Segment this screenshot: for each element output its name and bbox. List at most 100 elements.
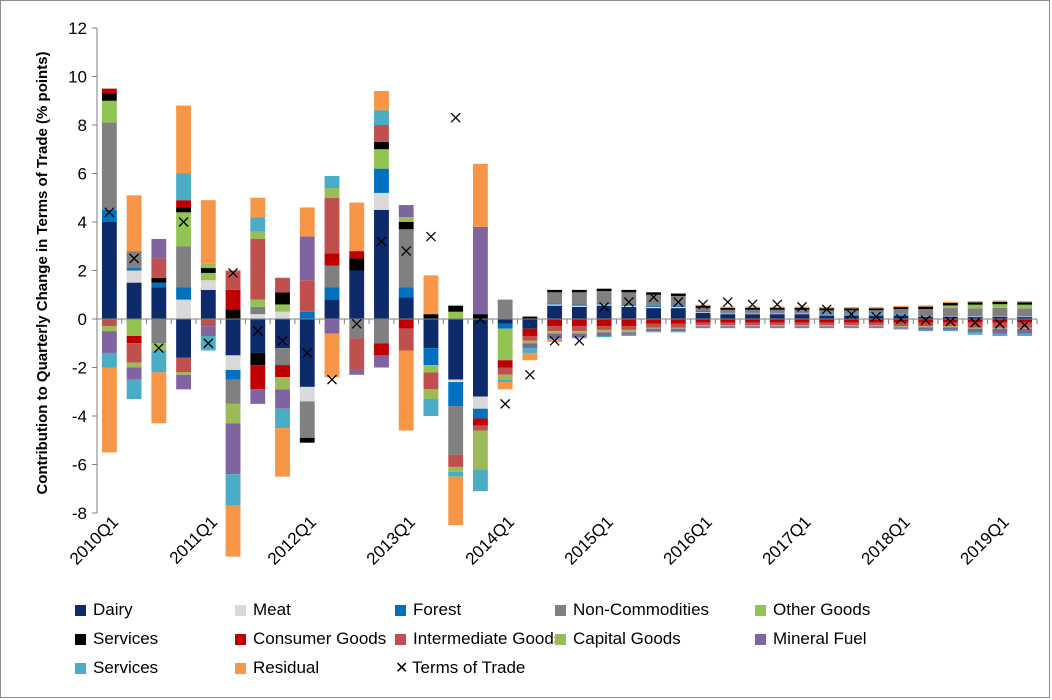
bar-segment — [126, 335, 142, 344]
legend-swatch — [555, 604, 566, 616]
bar-segment — [794, 307, 810, 310]
bar-segment — [596, 319, 612, 327]
bar-segment — [423, 275, 439, 315]
bar-segment — [448, 406, 464, 455]
legend-item: Forest — [395, 599, 461, 621]
bar-segment — [200, 289, 216, 319]
legend-item: Services — [75, 657, 158, 679]
bar-segment — [126, 270, 142, 283]
bar-segment — [522, 340, 538, 344]
bar-segment — [745, 313, 760, 315]
bar-segment — [868, 308, 884, 311]
bar-segment — [918, 315, 934, 316]
bar-segment — [200, 200, 216, 264]
bar-segment — [225, 355, 241, 370]
bar-segment — [522, 316, 538, 319]
bar-segment — [918, 316, 934, 319]
bar-segment — [225, 369, 241, 380]
bar-segment — [398, 319, 414, 329]
bar-segment — [1017, 327, 1033, 329]
x-tick-label: 2018Q1 — [858, 512, 914, 568]
bar-segment — [670, 328, 686, 332]
bar-segment — [126, 268, 142, 271]
bar-segment — [893, 309, 909, 314]
bar-segment — [299, 437, 315, 443]
bar-segment — [794, 325, 810, 327]
bar-segment — [176, 207, 191, 213]
legend-swatch — [755, 604, 766, 616]
bar-segment — [621, 292, 637, 305]
bar-segment — [473, 469, 488, 492]
terms-of-trade-marker — [351, 318, 362, 329]
bar-segment — [101, 209, 117, 222]
bar-segment — [250, 197, 266, 218]
bar-segment — [225, 289, 241, 310]
bar-segment — [844, 307, 859, 309]
bar-segment — [176, 357, 191, 373]
bar-segment — [670, 323, 686, 328]
bar-segment — [646, 328, 661, 332]
terms-of-trade-marker — [252, 326, 263, 337]
legend-label: Intermediate Goods — [413, 629, 563, 648]
bar-segment — [868, 322, 884, 326]
legend-swatch — [235, 633, 246, 645]
bar-segment — [621, 304, 637, 306]
bar-segment — [299, 236, 315, 281]
bar-segment — [176, 105, 191, 174]
bar-segment — [918, 329, 934, 332]
bar-segment — [275, 277, 290, 293]
bar-segment — [497, 299, 513, 319]
bar-segment — [893, 315, 909, 319]
bar-segment — [967, 308, 983, 316]
bar-segment — [1017, 315, 1033, 317]
bar-segment — [646, 305, 661, 307]
bar-segment — [473, 163, 488, 227]
bar-segment — [819, 313, 835, 315]
y-tick-label: 0 — [78, 310, 87, 329]
bar-segment — [398, 297, 414, 319]
bar-segment — [225, 319, 241, 356]
legend-label: Terms of Trade — [412, 658, 526, 677]
bar-segment — [571, 305, 587, 307]
bar-segment — [497, 374, 513, 380]
bar-segment — [967, 322, 983, 328]
bar-segment — [398, 287, 414, 298]
bar-segment — [794, 313, 810, 315]
terms-of-trade-marker — [574, 335, 585, 346]
legend-marker-x: ✕ — [395, 659, 409, 677]
bar-segment — [992, 319, 1008, 323]
bar-segment — [275, 292, 290, 305]
bar-segment — [695, 322, 711, 326]
bar-segment — [324, 333, 340, 378]
y-ticks-layer: -8 -6 -4 -2 0 2 4 6 8 10 12 — [68, 19, 97, 523]
terms-of-trade-layer — [104, 112, 1030, 409]
bar-segment — [819, 319, 835, 323]
terms-of-trade-marker — [475, 314, 486, 324]
bar-segment — [943, 329, 958, 332]
terms-of-trade-marker — [549, 335, 560, 346]
bar-segment — [720, 326, 736, 328]
terms-of-trade-marker — [524, 369, 535, 380]
bar-segment — [275, 428, 290, 477]
bar-segment — [844, 322, 859, 326]
bar-segment — [819, 310, 835, 314]
bar-segment — [571, 331, 587, 334]
bar-segment — [992, 328, 1008, 334]
legend-label: Services — [93, 629, 159, 648]
legend-item: Consumer Goods — [235, 628, 386, 650]
bar-segment — [992, 315, 1008, 316]
bar-segment — [374, 168, 389, 193]
bar-segment — [473, 418, 488, 426]
bar-segment — [769, 309, 785, 313]
bar-segment — [670, 319, 686, 324]
bar-segment — [794, 309, 810, 313]
bar-segment — [324, 299, 340, 319]
bar-segment — [547, 304, 563, 306]
bar-segment — [596, 288, 612, 292]
y-tick-label: -4 — [72, 407, 87, 426]
legend-item: Mineral Fuel — [755, 628, 867, 650]
bar-segment — [200, 272, 216, 281]
bar-segment — [349, 251, 365, 259]
bar-segment — [745, 327, 760, 329]
bar-segment — [943, 302, 958, 306]
